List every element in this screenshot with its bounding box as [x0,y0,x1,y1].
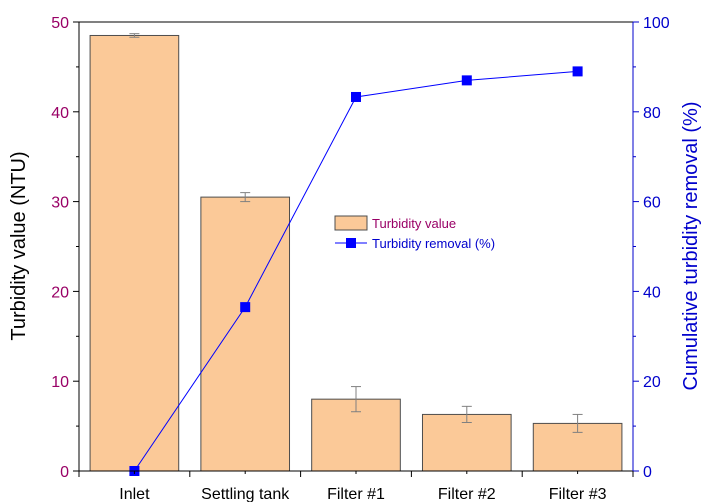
bar-0 [89,34,180,472]
y-tick-label-right-3: 60 [643,195,661,212]
axes: 0 10 20 30 40 50 0 20 40 60 80 100 Inlet Settling tan… [51,15,670,502]
line-point-3 [461,75,472,86]
y-tick-label-left-2: 20 [51,284,69,301]
y-tick-label-left-1: 10 [51,374,69,391]
y-tick-label-left-3: 30 [51,195,69,212]
legend-label-turbidity-value: Turbidity value [372,216,456,231]
line-point-1 [240,302,251,313]
legend: Turbidity value Turbidity removal (%) [334,215,495,251]
y-tick-label-right-1: 20 [643,374,661,391]
y-tick-label-right-0: 0 [643,464,652,481]
y-tick-label-right-2: 40 [643,284,661,301]
y-tick-label-left-0: 0 [60,464,69,481]
x-tick-label-3: Filter #2 [438,486,496,502]
y-tick-label-left-4: 40 [51,105,69,122]
bar-3 [421,413,512,472]
x-tick-label-2: Filter #1 [327,486,385,502]
bar-series [89,34,623,472]
y-tick-label-left-5: 50 [51,15,69,32]
legend-label-turbidity-removal: Turbidity removal (%) [372,236,495,251]
y-tick-label-right-5: 100 [643,15,670,32]
line-point-2 [351,91,361,102]
x-tick-label-1: Settling tank [201,486,290,502]
legend-swatch-turbidity-value [334,215,368,231]
legend-marker-turbidity-removal [346,238,356,248]
line-point-4 [572,66,583,77]
bar-1 [200,196,291,472]
y-axis-title-right: Cumulative turbidity removal (%) [680,102,702,391]
x-tick-label-0: Inlet [119,486,150,502]
y-axis-title-left: Turbidity value (NTU) [8,151,30,340]
x-tick-label-4: Filter #3 [549,486,607,502]
error-bar-series [129,33,583,433]
y-tick-label-right-4: 80 [643,105,661,122]
